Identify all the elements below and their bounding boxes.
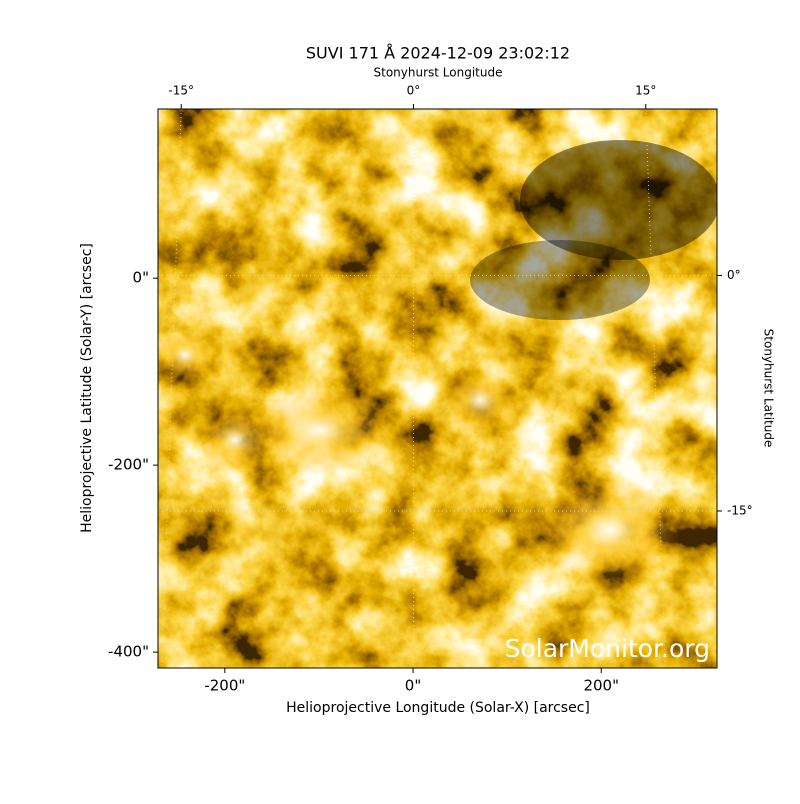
y-tick-label: 0"	[133, 269, 149, 287]
top-tick-label: 15°	[635, 84, 656, 98]
top-tick-label: -15°	[168, 84, 194, 98]
x-tick-label: -200"	[204, 677, 245, 695]
right-tick-label: 0°	[727, 268, 741, 282]
y-axis-label: Helioprojective Latitude (Solar-Y) [arcs…	[79, 243, 95, 533]
x-axis-label: Helioprojective Longitude (Solar-X) [arc…	[286, 700, 590, 716]
x-tick-label: 200"	[583, 677, 619, 695]
y-tick-label: -400"	[108, 643, 149, 661]
solar-image	[158, 109, 717, 668]
right-axis-label: Stonyhurst Latitude	[762, 329, 776, 448]
plot-frame	[157, 108, 718, 669]
right-tick-label: -15°	[727, 503, 753, 517]
x-tick-label: 0"	[405, 677, 421, 695]
watermark: SolarMonitor.org	[505, 634, 710, 663]
chart-title: SUVI 171 Å 2024-12-09 23:02:12	[306, 44, 570, 63]
top-tick-label: 0°	[407, 84, 421, 98]
top-axis-label: Stonyhurst Longitude	[374, 66, 503, 80]
y-tick-label: -200"	[108, 456, 149, 474]
